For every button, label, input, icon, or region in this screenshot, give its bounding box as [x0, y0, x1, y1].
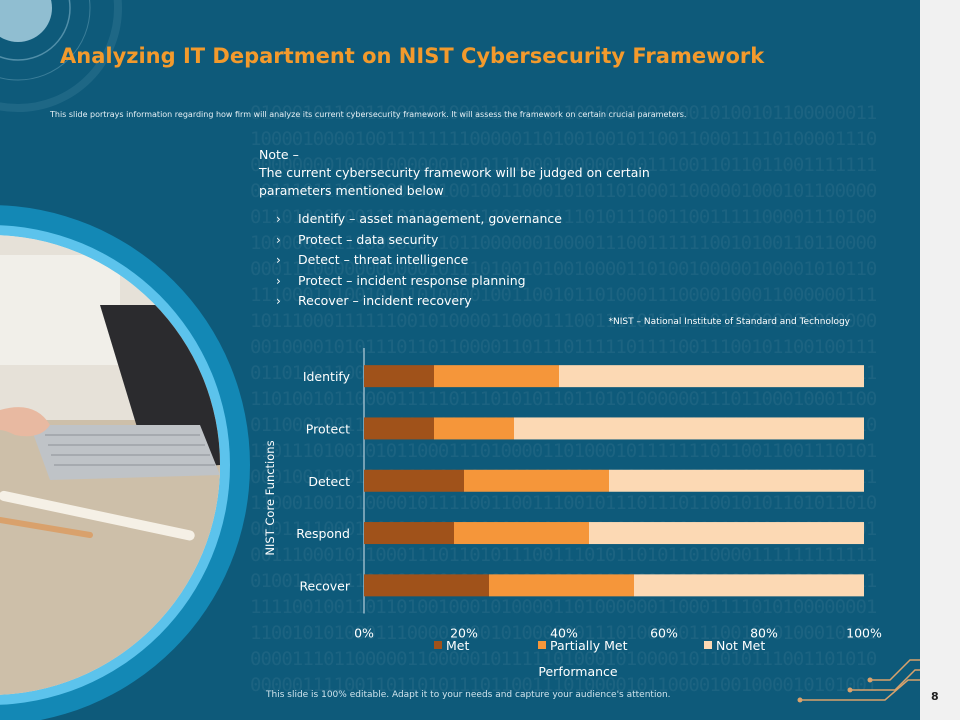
bar-partially-met — [454, 522, 589, 545]
x-tick-label: 80% — [750, 626, 778, 641]
list-item: › Identify – asset management, governance — [276, 209, 562, 230]
bar-partially-met — [489, 574, 634, 597]
note-heading: Note – — [259, 147, 299, 162]
bar-partially-met — [464, 469, 609, 492]
x-tick-label: 20% — [450, 626, 478, 641]
bar-met — [364, 522, 454, 545]
corner-decoration — [0, 0, 122, 112]
legend-swatch — [538, 641, 546, 649]
bar-met — [364, 417, 434, 440]
note-block: Note – The current cybersecurity framewo… — [259, 146, 679, 200]
list-item: › Detect – threat intelligence — [276, 250, 562, 271]
list-item: › Protect – incident response planning — [276, 271, 562, 292]
page-number: 8 — [931, 690, 939, 703]
chevron-right-icon: › — [276, 273, 281, 288]
x-tick-label: 0% — [354, 626, 374, 641]
bar-not-met — [609, 469, 864, 492]
chevron-right-icon: › — [276, 294, 281, 308]
legend-label: Not Met — [716, 638, 765, 653]
chevron-right-icon: › — [276, 253, 281, 267]
page-title: Analyzing IT Department on NIST Cybersec… — [60, 44, 765, 68]
y-axis-title: NIST Core Functions — [263, 440, 277, 555]
list-item: › Recover – incident recovery — [276, 291, 562, 312]
slide: 0100010110011000101000110010011001001001… — [0, 0, 920, 720]
footer-note: This slide is 100% editable. Adapt it to… — [266, 690, 671, 700]
x-tick-label: 100% — [846, 626, 882, 641]
bar-met — [364, 469, 464, 492]
bar-not-met — [589, 522, 864, 545]
x-axis-title: Performance — [538, 664, 618, 679]
slide-subtitle: This slide portrays information regardin… — [50, 110, 687, 119]
nist-performance-chart: Identify Protect Detect Respond Recover 0% 20%… — [263, 348, 882, 679]
category-label: Identify — [303, 369, 351, 384]
category-label: Respond — [296, 526, 350, 541]
legend-label: Partially Met — [550, 638, 628, 653]
chevron-right-icon: › — [276, 232, 281, 247]
legend-label: Met — [446, 638, 469, 653]
category-label: Detect — [308, 474, 350, 489]
bar-not-met — [559, 365, 864, 388]
chevron-right-icon: › — [276, 212, 281, 226]
category-label: Recover — [299, 578, 350, 593]
legend-swatch — [434, 641, 442, 649]
note-body: The current cybersecurity framework will… — [259, 165, 650, 198]
category-label: Protect — [306, 421, 350, 436]
bar-not-met — [514, 417, 864, 440]
x-tick-label: 40% — [550, 626, 578, 641]
bar-partially-met — [434, 417, 514, 440]
right-margin — [920, 0, 960, 720]
nist-footnote: *NIST – National Institute of Standard a… — [608, 317, 850, 327]
x-tick-label: 60% — [650, 626, 678, 641]
bar-met — [364, 365, 434, 388]
legend-swatch — [704, 641, 712, 649]
list-item: › Protect – data security — [276, 230, 562, 251]
bar-partially-met — [434, 365, 559, 388]
circuit-decoration — [797, 659, 920, 703]
bar-met — [364, 574, 489, 597]
bar-not-met — [634, 574, 864, 597]
parameter-list: › Identify – asset management, governance… — [276, 209, 562, 312]
